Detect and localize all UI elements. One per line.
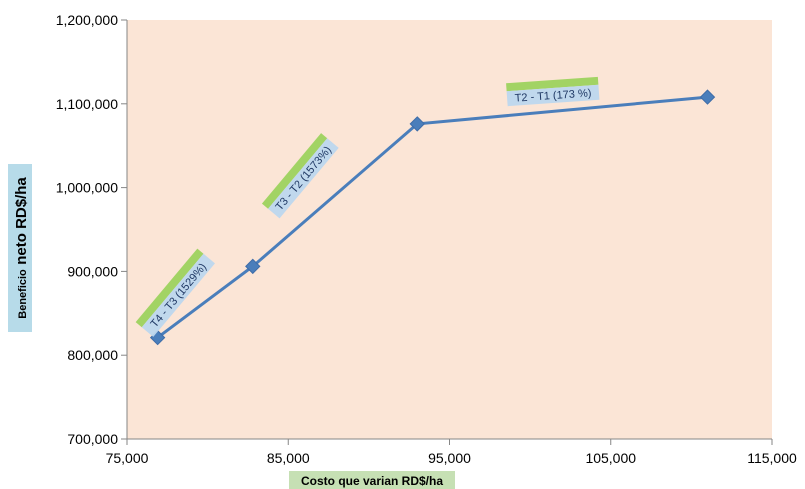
plot-area [127,20,772,439]
annotation-blue-band [268,138,339,219]
y-tick-label: 1,100,000 [56,96,118,112]
y-tick-label: 800,000 [67,347,118,363]
x-tick-label: 75,000 [106,450,149,466]
x-tick-label: 85,000 [267,450,310,466]
data-series [149,89,716,346]
annotation-green-band [261,133,328,209]
y-tick-label: 1,200,000 [56,12,118,28]
data-point-marker [409,116,425,132]
annotation-green-band [135,248,204,328]
annotation-label: T2 - T1 (173 %) [506,76,600,107]
x-tick-label: 115,000 [747,450,797,466]
y-axis-title-large: neto RD$/ha [13,177,30,265]
y-axis-title-group: Beneficio neto RD$/ha [8,164,32,332]
data-point-marker [245,258,261,275]
y-tick-label: 1,000,000 [56,180,118,196]
y-axis-title-small: Beneficio [17,269,29,319]
x-axis: 75,000 85,000 95,000 105,000 115,000 [106,438,797,466]
annotation-blue-band [141,253,215,337]
x-axis-title-group: Costo que varian RD$/ha [289,471,455,489]
annotation-green-band [506,76,599,92]
y-axis: 700,000 800,000 900,000 1,000,000 1,100,000 1… [56,12,128,447]
y-axis-title: Beneficio neto RD$/ha [13,177,30,319]
y-tick-label: 700,000 [67,431,118,447]
x-axis-title: Costo que varian RD$/ha [301,474,443,488]
x-tick-label: 95,000 [428,450,471,466]
x-tick-label: 105,000 [585,450,636,466]
y-tick-label: 900,000 [67,263,118,279]
data-point-marker [699,89,716,105]
x-axis-title-highlight [289,471,455,489]
series-line [156,95,708,339]
y-axis-title-highlight [8,164,32,332]
annotation-blue-band [506,84,600,107]
annotation-text: T2 - T1 (173 %) [514,87,591,104]
